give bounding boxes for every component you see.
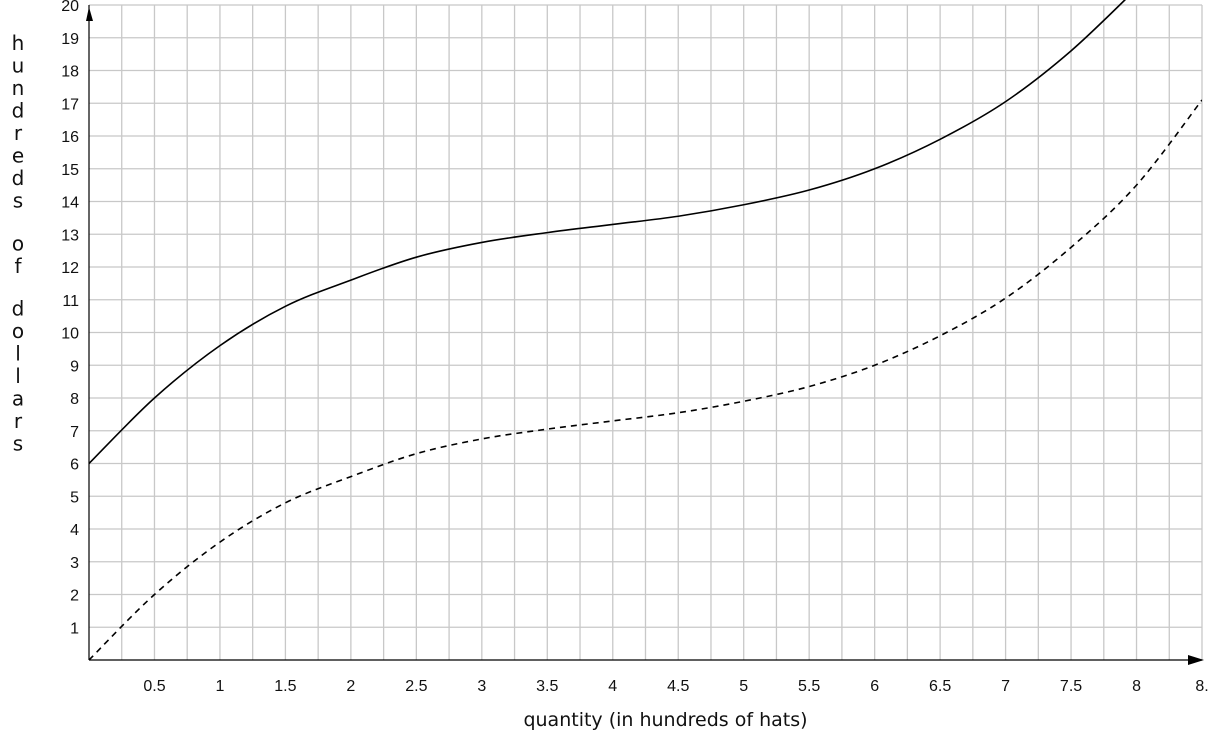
series [89,0,1202,660]
x-tick-label: 0.5 [143,678,165,695]
x-tick-label: 8 [1132,678,1141,695]
y-axis-label-letter: o [12,319,24,343]
y-tick-label: 8 [70,391,79,408]
y-axis-label-letter: u [12,54,25,78]
y-tick-label: 6 [70,457,79,474]
y-axis-label-letter: l [15,342,21,366]
series-line-solid [89,0,1126,465]
y-tick-label: 3 [70,555,79,572]
y-tick-label: 12 [61,260,79,277]
x-tick-label: 7 [1001,678,1010,695]
y-tick-label: 1 [70,620,79,637]
x-tick-label: 5 [739,678,748,695]
x-tick-label: 4.5 [667,678,689,695]
y-axis-label-letter: o [12,231,24,255]
y-tick-label: 10 [61,326,79,343]
y-tick-label: 11 [62,293,79,310]
y-axis-label-letter: s [13,189,23,213]
y-tick-label: 5 [70,489,79,506]
y-tick-label: 17 [61,96,79,113]
x-tick-label: 1.5 [274,678,296,695]
y-axis-arrow-icon [86,7,93,21]
x-tick-label: 3 [477,678,486,695]
x-tick-label: 4 [608,678,617,695]
grid [89,4,1203,660]
x-tick-label: 2.5 [405,678,427,695]
x-tick-labels: 0.5 1 1.5 2 2.5 3 3.5 4 4.5 5 5.5 6 6.5 7 7.5 8 8. [143,678,1208,695]
y-axis-label-letter: s [13,432,23,456]
x-tick-label: 6 [870,678,879,695]
y-tick-label: 13 [61,227,79,244]
y-tick-label: 18 [61,64,79,81]
x-tick-label: 5.5 [798,678,820,695]
x-tick-label: 7.5 [1060,678,1082,695]
series-line-dashed [89,99,1202,660]
y-tick-label: 20 [61,0,79,15]
y-tick-label: 19 [61,31,79,48]
y-axis-label-letter: a [12,387,24,411]
x-tick-label: 1 [215,678,224,695]
axes [86,5,1204,665]
y-tick-label: 2 [70,588,79,605]
x-axis-arrow-icon [1188,655,1204,665]
x-tick-label: 3.5 [536,678,558,695]
y-axis-label-letter: l [15,364,21,388]
y-axis-label-letter: n [12,76,25,100]
y-axis-label-letter: h [12,31,25,55]
y-axis-label-letter: r [14,121,23,145]
y-tick-label: 16 [61,129,79,146]
y-tick-label: 15 [61,162,79,179]
x-tick-label: 6.5 [929,678,951,695]
y-axis-label-letter: d [12,297,25,321]
y-axis-label-letter: d [12,166,25,190]
y-axis-label-letter: e [12,144,24,168]
y-axis-label-letter: r [14,409,23,433]
y-tick-label: 7 [70,424,79,441]
y-tick-label: 4 [70,522,79,539]
y-tick-label: 9 [70,358,79,375]
x-tick-label: 8. [1195,678,1208,695]
y-axis-label-letter: f [14,254,22,278]
x-tick-label: 2 [346,678,355,695]
y-tick-label: 14 [61,195,79,212]
y-axis-label-letter: d [12,99,25,123]
x-axis-label: quantity (in hundreds of hats) [523,709,807,731]
